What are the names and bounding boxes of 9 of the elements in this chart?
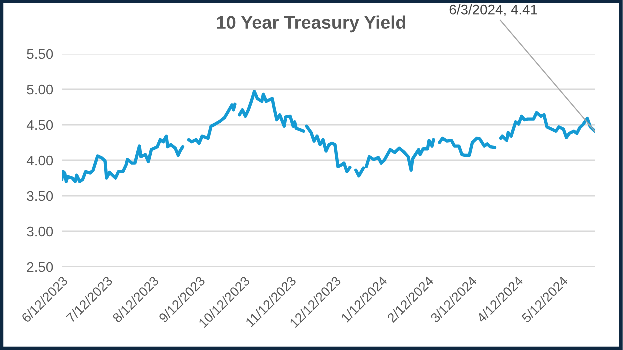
y-tick-label: 3.50 [27,191,54,202]
y-tick-label: 4.50 [26,120,54,130]
y-tick-label: 5.50 [27,49,54,60]
annotation: 6/3/2024, 4.41 [450,4,538,16]
y-tick-label: 2.50 [27,262,54,272]
chart-title: 10 Year Treasury Yield [217,16,406,33]
y-tick-label: 3.00 [27,226,54,237]
y-tick-label: 4.00 [26,156,54,166]
y-tick-label: 5.00 [27,84,54,95]
